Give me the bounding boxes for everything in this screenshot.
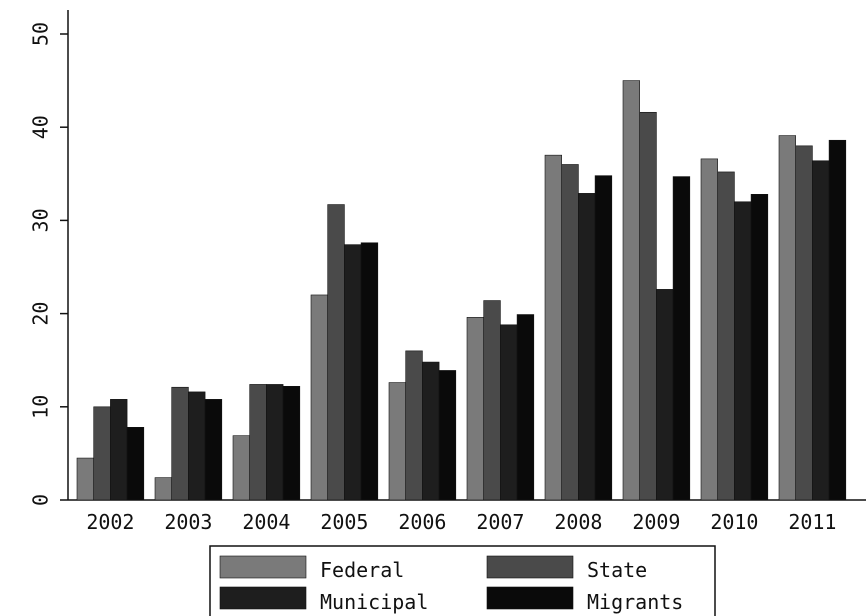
bar-municipal-2004	[266, 384, 284, 501]
bar-migrants-2007	[516, 314, 535, 501]
bar-migrants-2005	[360, 242, 379, 501]
bar-federal-2008	[544, 154, 563, 501]
bar-state-2007	[483, 300, 501, 501]
legend-label-migrants: Migrants	[587, 590, 683, 614]
y-tick-label: 20	[29, 302, 53, 326]
bar-federal-2010	[700, 158, 719, 501]
bars	[76, 80, 847, 501]
bar-state-2011	[795, 145, 813, 501]
legend-label-federal: Federal	[320, 558, 404, 582]
bar-municipal-2007	[500, 324, 518, 501]
legend-label-municipal: Municipal	[320, 590, 428, 614]
bar-federal-2006	[388, 382, 407, 501]
bar-municipal-2006	[422, 361, 440, 501]
bar-municipal-2002	[110, 399, 128, 501]
bar-federal-2009	[622, 80, 641, 501]
y-tick-label: 30	[29, 208, 53, 232]
bar-state-2006	[405, 350, 423, 501]
bar-federal-2002	[76, 457, 95, 501]
legend: Federal State Municipal Migrants	[209, 545, 716, 616]
bar-municipal-2005	[344, 244, 362, 501]
x-tick-label: 2009	[632, 510, 680, 534]
bar-state-2004	[249, 384, 267, 501]
bar-municipal-2011	[812, 160, 830, 501]
x-tick-label: 2004	[242, 510, 290, 534]
bar-state-2010	[717, 171, 735, 501]
y-tick-label: 40	[29, 115, 53, 139]
x-tick-label: 2007	[476, 510, 524, 534]
x-tick-label: 2002	[86, 510, 134, 534]
legend-swatch-migrants	[486, 586, 574, 610]
y-tick-label: 0	[29, 494, 53, 506]
bar-migrants-2008	[594, 175, 613, 501]
bar-migrants-2006	[438, 370, 457, 501]
bar-state-2009	[639, 111, 657, 501]
bar-state-2002	[93, 406, 111, 501]
bar-federal-2005	[310, 294, 329, 501]
bar-federal-2007	[466, 317, 485, 501]
legend-swatch-municipal	[219, 586, 307, 610]
bar-federal-2011	[778, 135, 797, 501]
x-tick-label: 2011	[788, 510, 836, 534]
y-axis: 0 10 20 30 40 50	[29, 10, 69, 506]
legend-label-state: State	[587, 558, 647, 582]
bar-federal-2004	[232, 435, 251, 501]
bar-migrants-2009	[672, 176, 691, 501]
bar-federal-2003	[154, 477, 173, 501]
x-tick-label: 2006	[398, 510, 446, 534]
x-tick-label: 2010	[710, 510, 758, 534]
legend-swatch-federal	[219, 555, 307, 579]
bar-municipal-2008	[578, 193, 596, 501]
bar-migrants-2011	[828, 139, 847, 501]
x-axis: 2002 2003 2004 2005 2006 2007 2008 2009 2010 2011	[68, 499, 866, 534]
bar-state-2008	[561, 164, 579, 501]
bar-migrants-2004	[282, 385, 301, 501]
x-tick-label: 2003	[164, 510, 212, 534]
bar-migrants-2003	[204, 399, 223, 501]
y-tick-label: 50	[29, 22, 53, 46]
y-tick-label: 10	[29, 395, 53, 419]
x-tick-label: 2005	[320, 510, 368, 534]
bar-migrants-2002	[126, 427, 145, 501]
x-tick-label: 2008	[554, 510, 602, 534]
bar-state-2005	[327, 204, 345, 501]
bar-municipal-2010	[734, 201, 752, 501]
legend-swatch-state	[486, 555, 574, 579]
bar-migrants-2010	[750, 194, 769, 501]
bar-state-2003	[171, 386, 189, 501]
bar-municipal-2003	[188, 391, 206, 501]
bar-municipal-2009	[656, 289, 674, 501]
